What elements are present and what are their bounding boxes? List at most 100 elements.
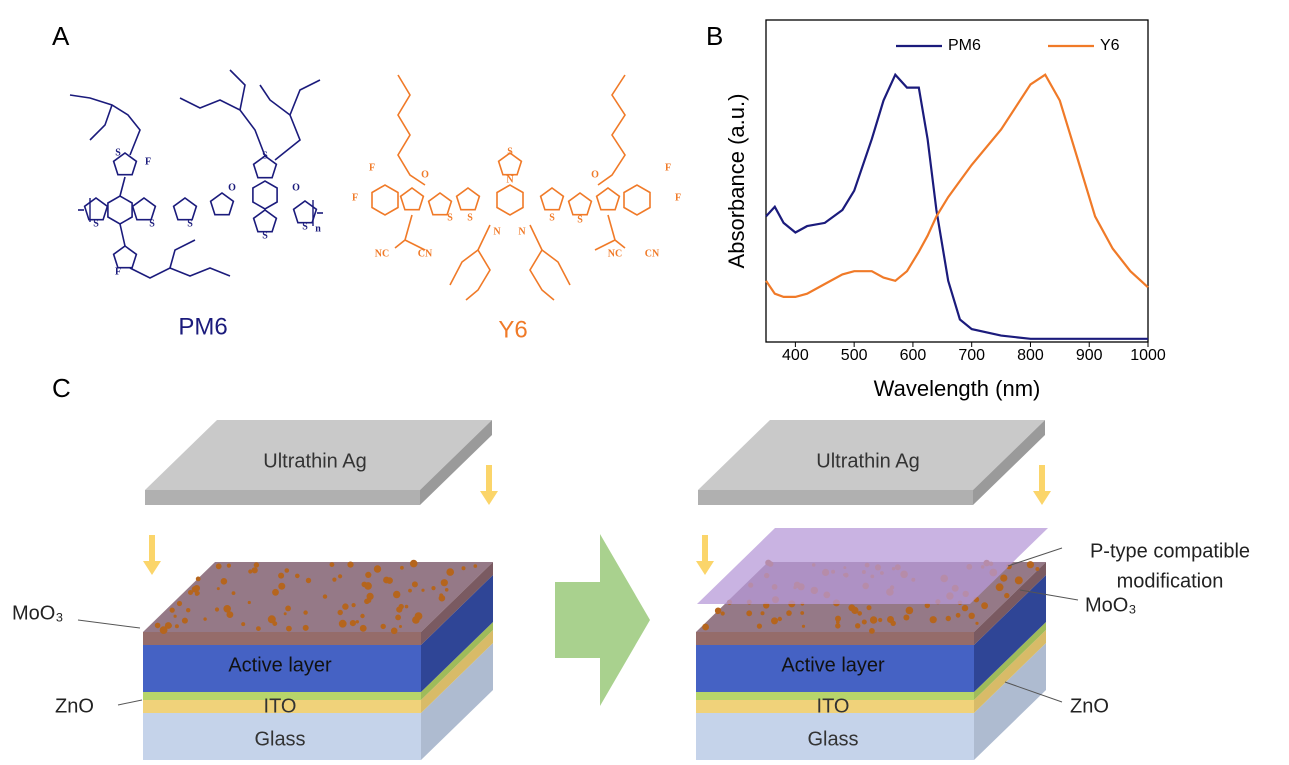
chain — [120, 177, 125, 196]
particle — [891, 621, 896, 626]
particle — [186, 608, 190, 612]
particle — [393, 591, 400, 598]
layer-front — [143, 632, 421, 645]
page: A B C PM6 Y6 FSSSSOOSSSFnFFOSNSSSSNNOFFN… — [0, 0, 1289, 765]
arrow — [696, 535, 714, 575]
particle — [217, 587, 220, 590]
layer-front — [696, 632, 974, 645]
chain — [130, 268, 230, 278]
particle — [272, 621, 277, 626]
particle — [906, 607, 914, 615]
particle — [278, 583, 285, 590]
x-tick-label: 500 — [841, 347, 868, 364]
particle — [1004, 593, 1009, 598]
annotation: MoO₃ — [1085, 594, 1136, 616]
particle — [930, 616, 937, 623]
particle — [350, 620, 356, 626]
particle — [862, 620, 867, 625]
arrow — [143, 535, 161, 575]
arrow — [1033, 465, 1051, 505]
particle — [365, 572, 371, 578]
particle — [182, 618, 188, 624]
x-tick-label: 700 — [958, 347, 985, 364]
particle — [474, 564, 478, 568]
particle — [170, 608, 175, 613]
atom-label: F — [115, 266, 121, 277]
particle — [232, 591, 236, 595]
particle — [347, 562, 353, 568]
particle — [374, 565, 381, 572]
particle — [303, 610, 307, 614]
x-tick-label: 400 — [782, 347, 809, 364]
particle — [962, 605, 968, 611]
atom-label: S — [549, 212, 555, 223]
atom-label: S — [115, 147, 121, 158]
x-tick-label: 900 — [1076, 347, 1103, 364]
x-tick-label: 600 — [900, 347, 927, 364]
particle — [956, 613, 961, 618]
particle — [286, 626, 292, 632]
atom-label: S — [507, 146, 513, 157]
particle — [295, 574, 300, 579]
chain — [450, 250, 478, 285]
atom-label: N — [506, 174, 514, 185]
ring — [497, 185, 523, 215]
layer-label: Glass — [807, 728, 858, 750]
particle — [400, 566, 404, 570]
data-line — [766, 75, 1148, 339]
particle — [405, 605, 409, 609]
particle — [338, 574, 342, 578]
particle — [194, 585, 200, 591]
legend-label: Y6 — [1100, 37, 1120, 54]
atom-label: F — [369, 162, 375, 173]
annotation: ZnO — [55, 695, 94, 717]
particle — [175, 624, 179, 628]
particle — [855, 623, 860, 628]
arrow — [480, 465, 498, 505]
particle — [771, 617, 778, 624]
atom-label: NC — [375, 248, 389, 259]
ring — [597, 188, 620, 210]
particle — [969, 613, 975, 619]
atom-label: CN — [418, 248, 433, 259]
particle — [439, 593, 443, 597]
particle — [412, 581, 418, 587]
legend-label: PM6 — [948, 37, 981, 54]
y-axis-label: Absorbance (a.u.) — [724, 94, 749, 269]
panel-label: B — [706, 21, 723, 51]
annotation: modification — [1117, 570, 1224, 592]
atom-label: O — [228, 182, 236, 193]
chain — [275, 80, 320, 160]
atom-label: F — [665, 162, 671, 173]
ring — [401, 188, 424, 210]
particle — [360, 625, 367, 632]
particle — [364, 582, 372, 590]
panel-label: A — [52, 21, 70, 51]
chain — [180, 98, 265, 156]
atom-label: O — [591, 169, 599, 180]
device-diagrams: Ultrathin AgActive layerITOGlassUltrathi… — [12, 420, 1250, 760]
atom-label: S — [149, 218, 155, 229]
layer-label: Ultrathin Ag — [816, 450, 919, 472]
ring — [85, 198, 108, 220]
particle — [870, 616, 877, 623]
particle — [903, 615, 909, 621]
layer-label: ITO — [817, 695, 850, 717]
particle — [215, 607, 219, 611]
ring — [457, 188, 480, 210]
annotation: ZnO — [1070, 695, 1109, 717]
particle — [196, 577, 201, 582]
figure: A B C PM6 Y6 FSSSSOOSSSFnFFOSNSSSSNNOFFN… — [0, 0, 1289, 760]
particle — [975, 622, 978, 625]
atom-label: S — [262, 230, 268, 241]
ring — [133, 198, 156, 220]
particle — [352, 603, 356, 607]
particle — [381, 624, 386, 629]
atom-label: S — [302, 221, 308, 232]
particle — [386, 577, 393, 584]
particle — [227, 611, 234, 618]
particle — [196, 591, 200, 595]
atom-label: n — [315, 223, 321, 234]
chain — [260, 85, 290, 115]
